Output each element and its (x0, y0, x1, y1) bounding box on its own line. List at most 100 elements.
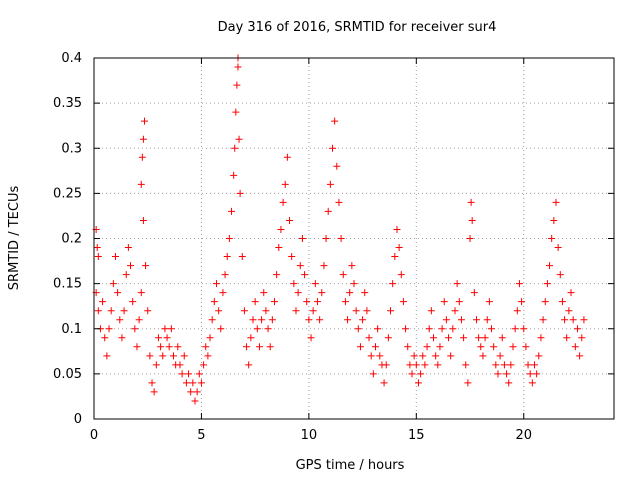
data-point (316, 316, 324, 324)
data-point (578, 334, 586, 342)
data-point (170, 352, 178, 360)
data-point (410, 352, 418, 360)
data-point (526, 370, 534, 378)
data-point (490, 343, 498, 351)
data-point (447, 352, 455, 360)
data-point (479, 352, 487, 360)
data-point (515, 280, 523, 288)
data-point (255, 343, 263, 351)
y-tick-label: 0.35 (53, 96, 82, 111)
data-point (193, 388, 201, 396)
data-point (174, 343, 182, 351)
data-point (180, 352, 188, 360)
data-point (464, 379, 472, 387)
y-axis: 0 0.05 0.1 0.15 0.2 0.25 0.3 0.35 0.4 (53, 51, 614, 427)
data-point (442, 316, 450, 324)
data-point (133, 343, 141, 351)
data-point (206, 334, 214, 342)
y-tick-label: 0.1 (61, 322, 82, 337)
data-point (185, 370, 193, 378)
data-point (114, 289, 122, 297)
data-point (339, 271, 347, 279)
data-point (191, 397, 199, 405)
data-point (187, 388, 195, 396)
data-point (488, 325, 496, 333)
data-point (275, 244, 283, 252)
data-point (281, 180, 289, 188)
data-point (152, 361, 160, 369)
data-point (533, 370, 541, 378)
data-point (154, 334, 162, 342)
data-point (210, 298, 218, 306)
x-tick-label: 0 (90, 428, 98, 443)
data-point (556, 271, 564, 279)
data-point (273, 271, 281, 279)
data-point (391, 253, 399, 261)
data-point (270, 298, 278, 306)
data-point (107, 307, 115, 315)
data-point (402, 325, 410, 333)
x-tick-label: 10 (301, 428, 318, 443)
data-point (165, 343, 173, 351)
data-point (341, 298, 349, 306)
x-tick-label: 20 (515, 428, 532, 443)
data-point (230, 171, 238, 179)
data-point (554, 244, 562, 252)
data-point (202, 343, 210, 351)
data-point (137, 289, 145, 297)
data-point (492, 361, 500, 369)
data-point (460, 334, 468, 342)
data-point (131, 325, 139, 333)
data-point (238, 253, 246, 261)
data-point (537, 334, 545, 342)
data-point (467, 198, 475, 206)
data-point (363, 307, 371, 315)
data-point (197, 379, 205, 387)
data-point (445, 334, 453, 342)
data-point (99, 298, 107, 306)
data-point (223, 253, 231, 261)
data-point (563, 334, 571, 342)
data-point (101, 334, 109, 342)
data-point (292, 307, 300, 315)
data-point (412, 361, 420, 369)
data-point (505, 379, 513, 387)
x-axis-label: GPS time / hours (296, 458, 405, 473)
data-point (455, 298, 463, 306)
data-point (118, 334, 126, 342)
data-point (105, 325, 113, 333)
data-point (313, 298, 321, 306)
data-point (513, 307, 521, 315)
data-point (233, 81, 241, 89)
data-point (518, 298, 526, 306)
data-point (294, 289, 302, 297)
data-point (453, 280, 461, 288)
data-point (262, 307, 270, 315)
data-point (436, 343, 444, 351)
data-point (535, 352, 543, 360)
data-point (146, 352, 154, 360)
data-point (382, 361, 390, 369)
data-point (408, 370, 416, 378)
data-point (468, 216, 476, 224)
y-tick-label: 0 (74, 412, 82, 427)
data-point (157, 343, 165, 351)
data-point (298, 235, 306, 242)
data-point (225, 235, 233, 242)
data-point (337, 235, 345, 242)
data-point (228, 207, 236, 215)
data-point (571, 343, 579, 351)
data-point (111, 253, 119, 261)
data-point (346, 289, 354, 297)
data-point (176, 361, 184, 369)
data-point (367, 352, 375, 360)
data-point (406, 361, 414, 369)
data-point (434, 361, 442, 369)
data-point (546, 262, 554, 270)
data-point (309, 307, 317, 315)
data-point (94, 253, 102, 261)
data-point (430, 334, 438, 342)
data-point (524, 361, 532, 369)
x-axis: 0 5 10 15 20 (90, 58, 532, 443)
data-point (249, 316, 257, 324)
